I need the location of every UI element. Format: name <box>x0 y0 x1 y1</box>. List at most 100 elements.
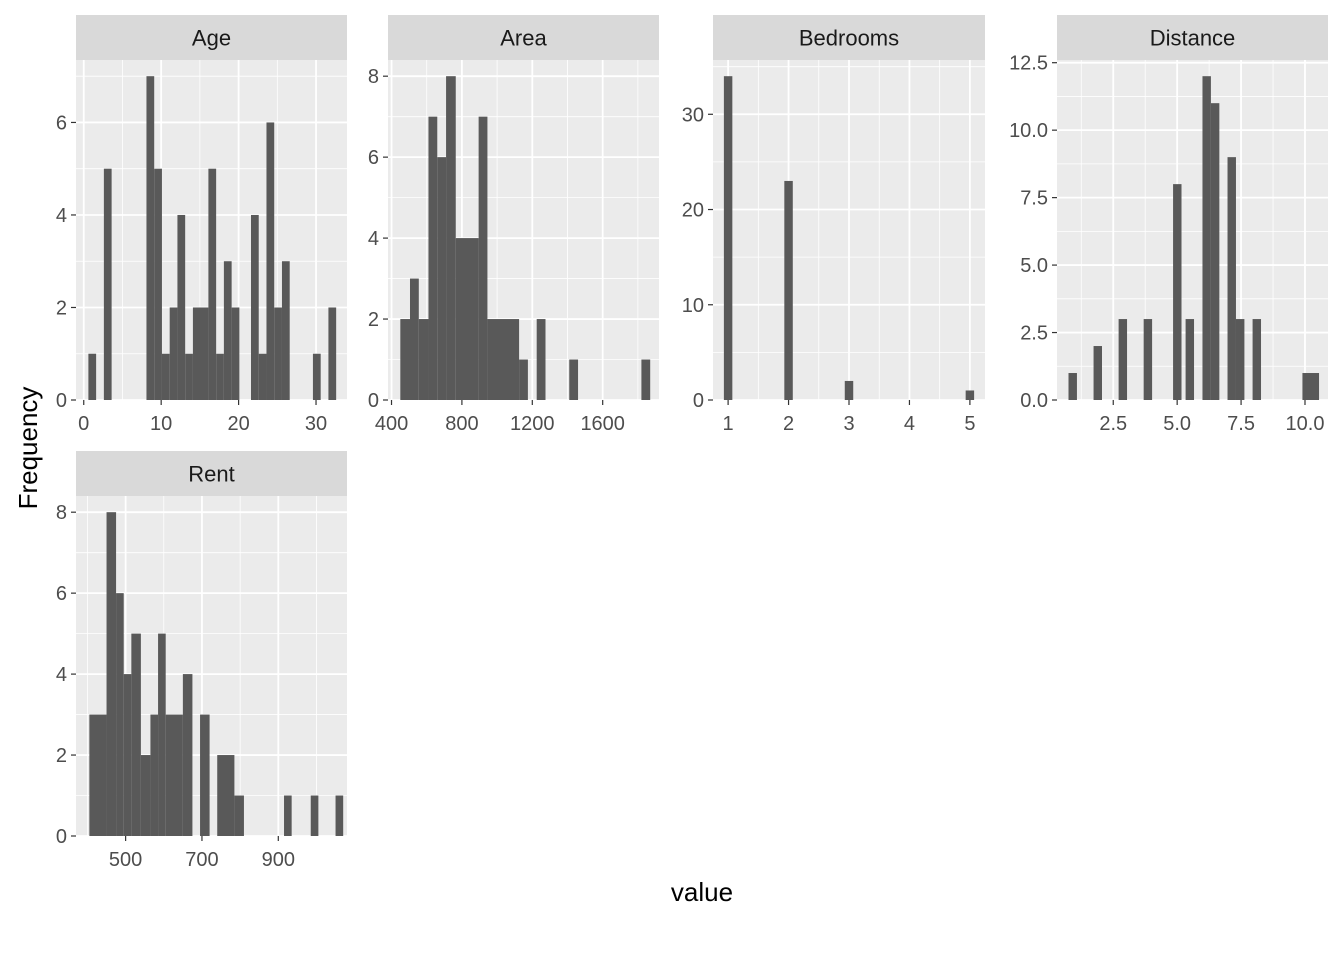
x-tick-label: 5 <box>964 413 975 435</box>
histogram-bar <box>146 76 155 400</box>
x-tick-label: 400 <box>375 413 408 435</box>
histogram-bar <box>154 168 162 400</box>
histogram-bar <box>1302 373 1320 400</box>
facet-area: Area 400 800 1200 1600 0 2 4 6 8 <box>368 15 659 435</box>
histogram-bar <box>784 180 793 400</box>
histogram-bar <box>1252 319 1262 400</box>
x-tick-label: 1 <box>723 413 734 435</box>
x-tick-label: 700 <box>185 849 218 871</box>
y-tick-label: 7.5 <box>1020 188 1048 210</box>
histogram-bar <box>231 307 240 400</box>
histogram-bar <box>1185 319 1195 400</box>
histogram-bar <box>641 359 651 400</box>
histogram-bar <box>140 755 151 836</box>
histogram-bar <box>182 674 193 836</box>
y-tick-label: 4 <box>368 228 379 250</box>
y-tick-label: 8 <box>368 66 379 88</box>
histogram-bar <box>1068 373 1077 400</box>
histogram-bar <box>88 353 97 400</box>
y-tick-label: 8 <box>56 502 67 524</box>
y-tick-label: 2 <box>56 745 67 767</box>
y-tick-label: 0.0 <box>1020 390 1048 412</box>
histogram-bar <box>310 795 319 836</box>
histogram-bar <box>519 359 528 400</box>
histogram-bar <box>437 157 447 400</box>
histogram-bar <box>106 512 117 836</box>
histogram-bar <box>400 319 410 400</box>
x-tick-label: 7.5 <box>1227 413 1255 435</box>
histogram-bar <box>284 795 292 836</box>
histogram-bar <box>1143 319 1153 400</box>
y-tick-label: 6 <box>56 583 67 605</box>
histogram-bar <box>131 633 141 836</box>
histogram-bar <box>208 168 217 400</box>
facet-rent: Rent 500 700 900 0 2 4 6 8 <box>56 451 347 871</box>
histogram-bar <box>192 307 209 400</box>
facet-title-distance: Distance <box>1150 26 1236 51</box>
x-tick-label: 20 <box>227 413 249 435</box>
y-tick-label: 4 <box>56 664 67 686</box>
histogram-bar <box>158 633 166 836</box>
facet-title-rent: Rent <box>188 462 234 487</box>
y-tick-label: 6 <box>368 147 379 169</box>
y-tick-label: 2 <box>56 297 67 319</box>
histogram-bar <box>1173 184 1182 400</box>
y-tick-label: 6 <box>56 112 67 134</box>
x-tick-label: 4 <box>904 413 915 435</box>
y-tick-label: 2 <box>368 309 379 331</box>
histogram-bar <box>1202 76 1211 400</box>
histogram-bar <box>103 168 112 400</box>
x-tick-label: 1200 <box>510 413 555 435</box>
y-tick-label: 0 <box>368 390 379 412</box>
histogram-bar <box>446 76 456 400</box>
facet-title-age: Age <box>192 26 231 51</box>
histogram-bar <box>234 795 244 836</box>
histogram-bar <box>200 714 210 836</box>
histogram-bar <box>150 714 159 836</box>
histogram-bar <box>1093 346 1102 400</box>
x-tick-label: 30 <box>305 413 327 435</box>
facet-title-bedrooms: Bedrooms <box>799 26 899 51</box>
x-tick-label: 10 <box>150 413 172 435</box>
histogram-bar <box>185 353 193 400</box>
facet-distance: Distance 2.5 5.0 7.5 10.0 0.0 2.5 5.0 7.5 10.0 12.… <box>1009 15 1328 435</box>
histogram-bar <box>335 795 344 836</box>
histogram-bar <box>723 76 733 400</box>
y-tick-label: 10 <box>682 295 704 317</box>
x-tick-label: 1600 <box>580 413 625 435</box>
x-tick-label: 5.0 <box>1163 413 1191 435</box>
facet-strip-distance <box>1057 15 1328 60</box>
histogram-bar <box>844 380 854 400</box>
x-tick-label: 3 <box>843 413 854 435</box>
facet-strip-age <box>76 15 347 60</box>
y-tick-label: 10.0 <box>1009 120 1048 142</box>
histogram-bar <box>1210 103 1220 400</box>
histogram-bar <box>1118 319 1128 400</box>
y-axis-title: Frequency <box>13 387 43 510</box>
histogram-bar <box>478 116 488 401</box>
histogram-bar <box>223 261 232 400</box>
histogram-bar <box>312 353 321 400</box>
histogram-bar <box>258 353 267 400</box>
x-tick-label: 0 <box>78 413 89 435</box>
x-axis-title: value <box>671 877 733 907</box>
histogram-bar <box>455 238 479 400</box>
histogram-bar <box>250 214 259 400</box>
histogram-bar <box>89 714 107 836</box>
facets-layer: Age 0 10 20 30 0 2 4 6 Area 400 800 1200 1600 0 2 4 6 8 Bed… <box>56 15 1328 871</box>
histogram-bar <box>536 319 546 400</box>
facet-bedrooms: Bedrooms 1 2 3 4 5 0 10 20 30 <box>682 15 985 435</box>
histogram-bar <box>965 390 975 400</box>
histogram-bar <box>281 261 290 400</box>
x-tick-label: 800 <box>445 413 478 435</box>
y-tick-label: 30 <box>682 104 704 126</box>
histogram-bar <box>116 593 124 836</box>
x-tick-label: 10.0 <box>1286 413 1325 435</box>
histogram-bar <box>1227 157 1236 400</box>
facet-title-area: Area <box>500 26 547 51</box>
histogram-bar <box>1235 319 1245 400</box>
y-tick-label: 12.5 <box>1009 53 1048 75</box>
y-tick-label: 0 <box>56 390 67 412</box>
histogram-bar <box>428 116 438 401</box>
facet-age: Age 0 10 20 30 0 2 4 6 <box>56 15 347 435</box>
